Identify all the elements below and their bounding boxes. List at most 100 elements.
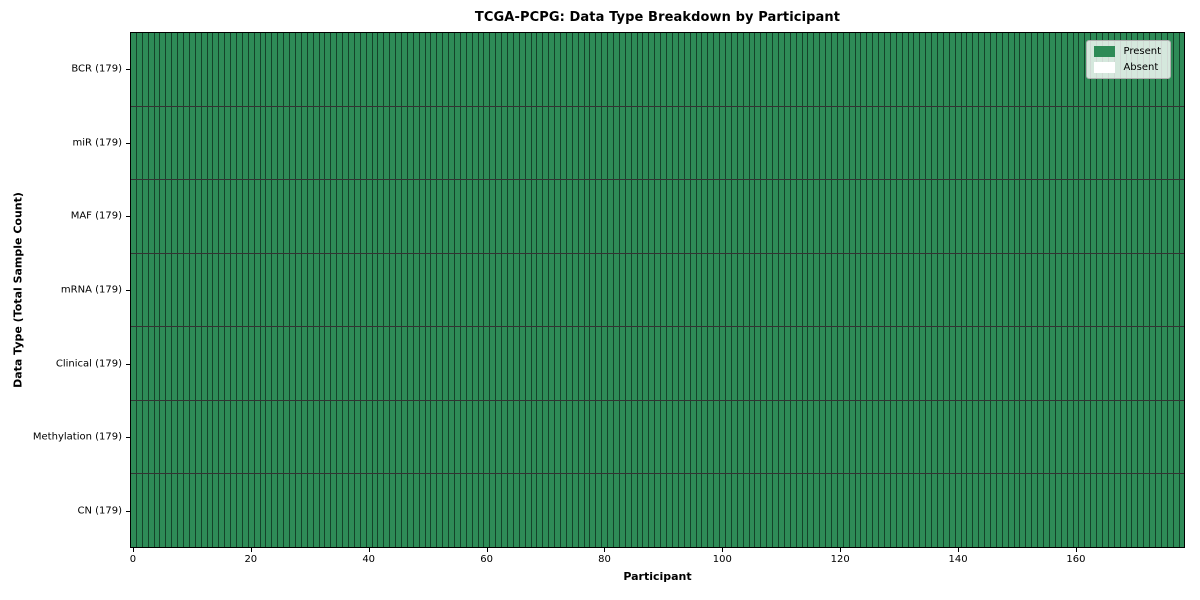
heatmap-cell [754, 253, 761, 327]
heatmap-cell [1137, 106, 1144, 180]
heatmap-cell [241, 33, 248, 106]
heatmap-cell [1084, 253, 1091, 327]
heatmap-cell [972, 253, 979, 327]
heatmap-cell [701, 474, 708, 548]
heatmap-cell [760, 400, 767, 474]
heatmap-cell [701, 33, 708, 106]
heatmap-cell [377, 327, 384, 400]
heatmap-cell [931, 253, 938, 327]
heatmap-cell [389, 327, 396, 400]
heatmap-cell [624, 180, 631, 253]
heatmap-cell [642, 253, 649, 327]
heatmap-cell [395, 474, 401, 548]
heatmap-cell [1172, 33, 1179, 106]
heatmap-cell [1013, 327, 1020, 400]
heatmap-cell [1078, 400, 1085, 474]
heatmap-cell [483, 327, 490, 400]
heatmap-cell [565, 474, 572, 548]
heatmap-cell [836, 180, 843, 253]
legend-label-absent: Absent [1123, 62, 1159, 73]
heatmap-cell [583, 180, 590, 253]
heatmap-cell [495, 327, 502, 400]
heatmap-cell [713, 106, 720, 180]
heatmap-cell [1137, 400, 1144, 474]
heatmap-cell [671, 327, 678, 400]
heatmap-cell [654, 474, 661, 548]
heatmap-cell [777, 33, 784, 106]
heatmap-cell [330, 33, 337, 106]
heatmap-cell [601, 33, 608, 106]
heatmap-cell [636, 474, 643, 548]
heatmap-cell [1166, 253, 1173, 327]
heatmap-cell [283, 474, 290, 548]
heatmap-cell [442, 106, 449, 180]
heatmap-cell [1019, 253, 1026, 327]
heatmap-cell [872, 474, 879, 548]
heatmap-cell [1072, 253, 1079, 327]
heatmap-cell [978, 106, 985, 180]
heatmap-cell [436, 180, 443, 253]
heatmap-cell [595, 253, 602, 327]
heatmap-cell [836, 400, 843, 474]
heatmap-cell [324, 33, 331, 106]
heatmap-cell [984, 474, 991, 548]
heatmap-cell [895, 327, 902, 400]
heatmap-cell [371, 327, 378, 400]
heatmap-cell [813, 180, 820, 253]
heatmap-cell [259, 33, 266, 106]
heatmap-cell [1096, 474, 1102, 548]
heatmap-cell [489, 253, 496, 327]
heatmap-cell [919, 106, 926, 180]
heatmap-cell [1166, 327, 1173, 400]
heatmap-cell [948, 327, 955, 400]
heatmap-cell [336, 180, 343, 253]
heatmap-cell [1149, 180, 1155, 253]
heatmap-cell [772, 253, 778, 327]
heatmap-cell [565, 106, 572, 180]
heatmap-cell [436, 474, 443, 548]
heatmap-cell [306, 33, 313, 106]
heatmap-cell [671, 474, 678, 548]
heatmap-cell [353, 474, 360, 548]
heatmap-cell [990, 400, 996, 474]
heatmap-cell [412, 33, 419, 106]
heatmap-cell [347, 327, 354, 400]
heatmap-cell [1043, 327, 1049, 400]
heatmap-cell [554, 474, 561, 548]
heatmap-cell [424, 327, 431, 400]
heatmap-cell [777, 106, 784, 180]
heatmap-cell [131, 474, 136, 548]
heatmap-cell [147, 180, 154, 253]
heatmap-cell [777, 253, 784, 327]
heatmap-cell [448, 253, 454, 327]
heatmap-cell [589, 400, 596, 474]
heatmap-cell [972, 474, 979, 548]
heatmap-cell [948, 253, 955, 327]
heatmap-cell [277, 253, 284, 327]
heatmap-cell [872, 33, 879, 106]
heatmap-cell [1160, 327, 1167, 400]
heatmap-cell [1166, 474, 1173, 548]
heatmap-cell [842, 400, 849, 474]
heatmap-cell [530, 106, 537, 180]
heatmap-cell [730, 106, 737, 180]
heatmap-cell [1037, 253, 1044, 327]
heatmap-cell [442, 327, 449, 400]
heatmap-cell [671, 400, 678, 474]
heatmap-cell [442, 33, 449, 106]
heatmap-cell [200, 327, 207, 400]
heatmap-cell [772, 474, 778, 548]
heatmap-cell [795, 253, 802, 327]
heatmap-cell [990, 327, 996, 400]
heatmap-cell [342, 180, 348, 253]
heatmap-cell [371, 33, 378, 106]
heatmap-cell [648, 327, 655, 400]
heatmap-cell [948, 33, 955, 106]
heatmap-cell [1037, 400, 1044, 474]
heatmap-cell [648, 400, 655, 474]
heatmap-cell [854, 180, 861, 253]
heatmap-row [131, 327, 1185, 401]
heatmap-cell [1160, 253, 1167, 327]
heatmap-cell [289, 327, 295, 400]
heatmap-cell [430, 400, 437, 474]
